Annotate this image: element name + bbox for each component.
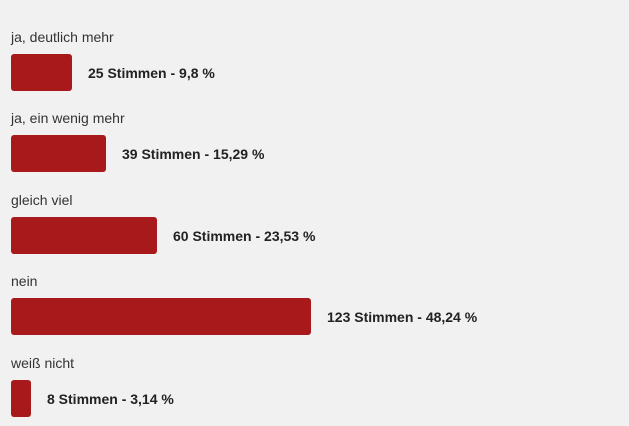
option-label: nein [11, 273, 38, 289]
result-row: 60 Stimmen - 23,53 % [11, 217, 315, 254]
result-row: 8 Stimmen - 3,14 % [11, 380, 174, 417]
result-text: 60 Stimmen - 23,53 % [173, 227, 316, 244]
result-bar [11, 217, 157, 254]
result-bar [11, 54, 72, 91]
result-row: 123 Stimmen - 48,24 % [11, 298, 477, 335]
poll-option-deutlich-mehr: ja, deutlich mehr 25 Stimmen - 9,8 % [11, 28, 621, 98]
result-text: 123 Stimmen - 48,24 % [327, 308, 478, 325]
poll-option-weiss-nicht: weiß nicht 8 Stimmen - 3,14 % [11, 354, 621, 424]
result-bar [11, 135, 106, 172]
result-row: 39 Stimmen - 15,29 % [11, 135, 264, 172]
result-bar [11, 380, 31, 417]
option-label: ja, ein wenig mehr [11, 110, 125, 126]
result-row: 25 Stimmen - 9,8 % [11, 54, 215, 91]
option-label: gleich viel [11, 192, 73, 208]
poll-option-nein: nein 123 Stimmen - 48,24 % [11, 272, 621, 342]
poll-option-ein-wenig-mehr: ja, ein wenig mehr 39 Stimmen - 15,29 % [11, 109, 621, 179]
result-bar [11, 298, 311, 335]
option-label: ja, deutlich mehr [11, 29, 114, 45]
result-text: 25 Stimmen - 9,8 % [88, 64, 215, 81]
option-label: weiß nicht [11, 355, 75, 371]
poll-option-gleich-viel: gleich viel 60 Stimmen - 23,53 % [11, 191, 621, 261]
result-text: 39 Stimmen - 15,29 % [122, 145, 265, 162]
result-text: 8 Stimmen - 3,14 % [47, 390, 174, 407]
